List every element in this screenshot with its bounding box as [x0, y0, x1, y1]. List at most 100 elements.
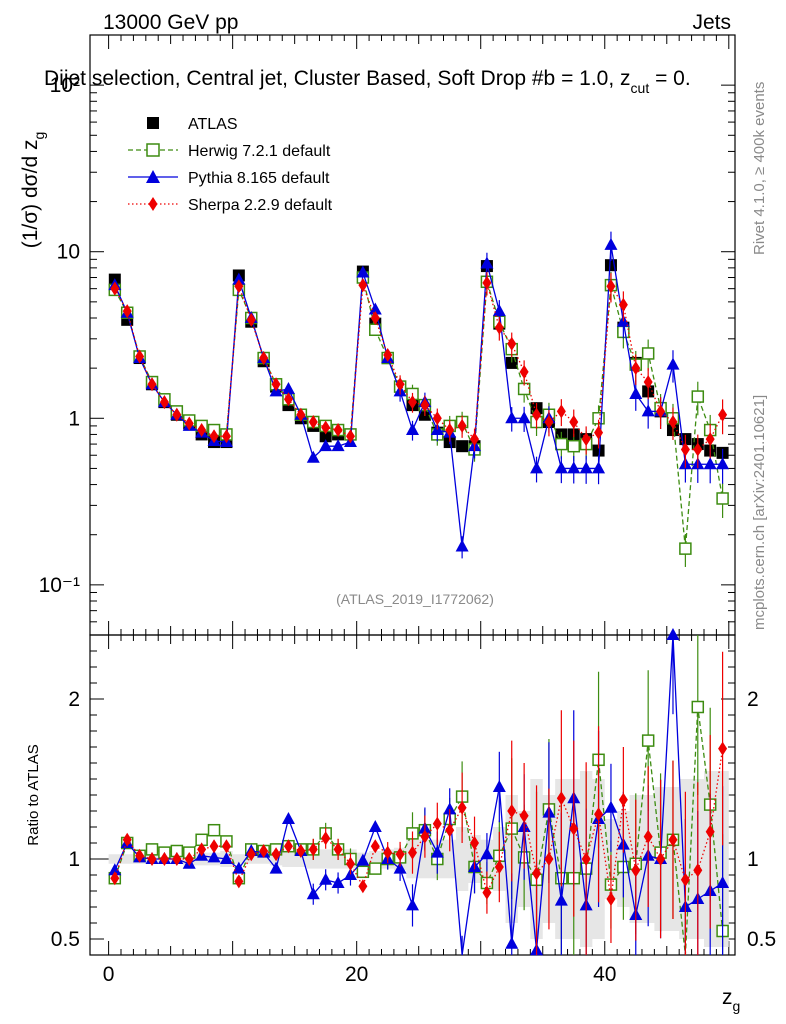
legend-entry-atlas: ATLAS: [147, 116, 238, 133]
herwig-line: [114, 277, 724, 549]
sherpa-ratio-point: [693, 863, 703, 878]
legend-label-sherpa: Sherpa 2.2.9 default: [188, 197, 333, 214]
legend-label-pythia: Pythia 8.165 default: [188, 170, 330, 187]
sherpa-point: [457, 418, 467, 433]
sherpa-ratio-point: [184, 852, 194, 866]
pythia-point: [716, 457, 730, 470]
sherpa-point: [147, 377, 157, 392]
legend-entry-pythia: Pythia 8.165 default: [128, 170, 330, 187]
herwig-ratio-point: [641, 734, 655, 747]
sherpa-ratio-point: [135, 848, 145, 863]
sherpa-ratio-point: [544, 852, 554, 866]
sherpa-ratio-point: [296, 844, 306, 858]
pythia-point: [319, 439, 333, 452]
pythia-ratio-point: [480, 847, 494, 860]
x-tick-label: 40: [593, 963, 616, 986]
sherpa-ratio-point: [618, 792, 628, 807]
sherpa-point: [618, 297, 628, 312]
sherpa-ratio-point: [532, 866, 542, 881]
pythia-point: [505, 411, 519, 424]
pythia-point: [492, 304, 506, 317]
sherpa-point: [370, 310, 380, 325]
sherpa-ratio-point: [718, 741, 728, 756]
x-tick-label: 20: [345, 963, 368, 986]
pythia-ratio-point: [319, 872, 333, 885]
sherpa-ratio-point: [259, 844, 269, 858]
pythia-ratio-point: [492, 780, 506, 792]
sherpa-ratio-point: [631, 863, 641, 878]
sherpa-point: [656, 404, 666, 419]
legend-marker-pythia: [146, 170, 160, 183]
x-axis-title: zg: [722, 986, 740, 1014]
sherpa-point: [234, 279, 244, 294]
y-tick-label-main: 1: [68, 407, 80, 430]
sherpa-ratio-point: [159, 852, 169, 866]
pythia-point: [455, 539, 469, 552]
sherpa-point: [358, 278, 368, 293]
atlas-point: [456, 440, 469, 453]
mcplots-label: mcplots.cern.ch [arXiv:2401.10621]: [751, 395, 768, 630]
x-axis-title-sub: g: [733, 998, 741, 1014]
sherpa-ratio-point: [569, 821, 579, 836]
y-tick-label-ratio: 0.5: [51, 928, 80, 951]
axes-layer: 0 20 40 10⁻¹ 1 10 10² 0.5 0.5 1 1 2 2: [39, 34, 776, 986]
pythia-ratio-point: [604, 800, 618, 813]
herwig-ratio-point: [691, 700, 705, 714]
sherpa-point: [507, 336, 517, 351]
sherpa-point: [197, 423, 207, 438]
pythia-point: [480, 256, 494, 269]
pythia-ratio-point: [443, 802, 457, 815]
sherpa-point: [594, 425, 604, 440]
selection-title: Dijet selection, Central jet, Cluster Ba…: [44, 67, 691, 96]
y-tick-label-ratio-right: 2: [747, 688, 759, 711]
pythia-point: [579, 461, 593, 474]
pythia-point: [368, 302, 382, 315]
sherpa-point: [209, 429, 219, 444]
pythia-point: [517, 411, 531, 424]
sherpa-point: [680, 442, 690, 457]
sherpa-point: [345, 429, 355, 444]
sherpa-point: [631, 361, 641, 376]
y-tick-label-main: 10²: [50, 74, 80, 97]
sherpa-ratio-point: [122, 832, 132, 847]
pythia-point: [554, 461, 568, 474]
pythia-ratio-point: [430, 845, 444, 858]
sherpa-ratio-point: [147, 852, 157, 866]
sherpa-ratio-point: [445, 823, 455, 838]
main-panel-frame: [89, 34, 736, 636]
herwig-ratio-point: [369, 862, 382, 875]
legend-entry-herwig: Herwig 7.2.1 default: [128, 143, 331, 160]
pythia-ratio-point: [716, 876, 730, 888]
sherpa-ratio-point: [345, 856, 355, 871]
energy-label: 13000 GeV pp: [103, 11, 238, 34]
sherpa-ratio-point: [470, 836, 480, 850]
sherpa-ratio-point: [197, 842, 207, 857]
y-axis-title-ratio: Ratio to ATLAS: [25, 744, 42, 845]
herwig-ratio-point: [207, 823, 221, 837]
sherpa-ratio-point: [246, 847, 256, 862]
sherpa-point: [581, 432, 591, 447]
sherpa-ratio-point: [110, 871, 120, 886]
legend-label-atlas: ATLAS: [188, 116, 238, 133]
sherpa-ratio-point: [358, 879, 368, 894]
sherpa-ratio-point: [556, 791, 566, 806]
herwig-point: [679, 542, 692, 555]
sherpa-point: [718, 407, 728, 422]
pythia-ratio-point: [306, 887, 320, 900]
y-axis-title-main-text: (1/σ) dσ/d z: [19, 140, 42, 249]
sherpa-ratio-point: [482, 885, 492, 900]
sherpa-ratio-point: [209, 839, 219, 854]
sherpa-ratio-point: [271, 847, 281, 862]
sherpa-ratio-point: [668, 832, 678, 847]
sherpa-point: [184, 416, 194, 431]
analysis-id: (ATLAS_2019_I1772062): [336, 591, 494, 607]
x-tick-label: 0: [103, 963, 115, 986]
sherpa-point: [482, 275, 492, 290]
pythia-point: [406, 423, 419, 436]
sherpa-ratio-point: [680, 872, 690, 887]
pythia-ratio-point: [281, 812, 295, 824]
herwig-point: [567, 439, 580, 453]
selection-title-main: Dijet selection, Central jet, Cluster Ba…: [44, 67, 631, 90]
sherpa-point: [408, 395, 417, 410]
sherpa-ratio-point: [420, 829, 430, 844]
